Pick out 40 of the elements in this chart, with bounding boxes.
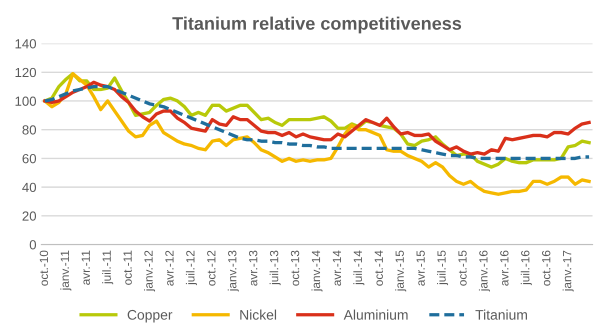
x-tick-label: oct.-15 xyxy=(458,250,467,286)
x-tick-label: oct.-12 xyxy=(207,250,216,286)
y-tick-label: 0 xyxy=(30,240,36,250)
legend-label: Titanium xyxy=(475,310,527,320)
y-tick-label: 100 xyxy=(16,96,36,106)
x-tick-label: janv.-16 xyxy=(478,250,490,292)
legend-label: Copper xyxy=(128,310,172,322)
x-tick-label: oct.-14 xyxy=(374,250,383,286)
y-tick-label: 120 xyxy=(16,68,36,78)
x-tick-label: janv.-12 xyxy=(144,250,156,292)
y-tick-label: 60 xyxy=(22,154,36,164)
y-tick-label: 40 xyxy=(22,182,36,192)
x-tick-label: oct.-13 xyxy=(290,250,300,286)
x-tick-label: oct.-16 xyxy=(542,250,550,286)
x-tick-label: janv.-14 xyxy=(311,250,322,292)
legend-label: Nickel xyxy=(240,310,276,320)
x-tick-label: janv.-13 xyxy=(228,250,239,292)
y-tick-label: 140 xyxy=(16,39,36,48)
y-tick-label: 80 xyxy=(22,125,36,135)
x-tick-label: juil.-12 xyxy=(186,250,197,286)
x-tick-label: janv.-15 xyxy=(395,250,406,292)
x-tick-label: avr.-11 xyxy=(82,250,90,285)
x-tick-label: oct.-11 xyxy=(124,250,132,285)
x-tick-label: juil.-14 xyxy=(353,250,364,286)
x-tick-label: avr.-13 xyxy=(249,250,258,286)
x-tick-label: janv.-17 xyxy=(562,250,574,292)
x-tick-label: juil.-11 xyxy=(102,250,114,284)
x-tick-label: avr.-15 xyxy=(416,250,425,286)
x-tick-label: avr.-12 xyxy=(165,250,174,286)
legend-label: Aluminium xyxy=(344,310,408,320)
x-tick-label: avr.-16 xyxy=(500,250,509,286)
chart-title: Titanium relative competitiveness xyxy=(172,16,462,34)
x-tick-label: juil.-16 xyxy=(520,250,532,286)
x-tick-label: avr.-14 xyxy=(332,250,342,286)
y-tick-label: 20 xyxy=(22,211,36,221)
line-series xyxy=(43,72,591,196)
x-tick-label: janv.-11 xyxy=(60,250,72,291)
x-tick-label: oct.-10 xyxy=(40,250,48,286)
x-tick-label: juil.-15 xyxy=(437,250,448,286)
x-tick-label: juil.-13 xyxy=(270,250,281,286)
